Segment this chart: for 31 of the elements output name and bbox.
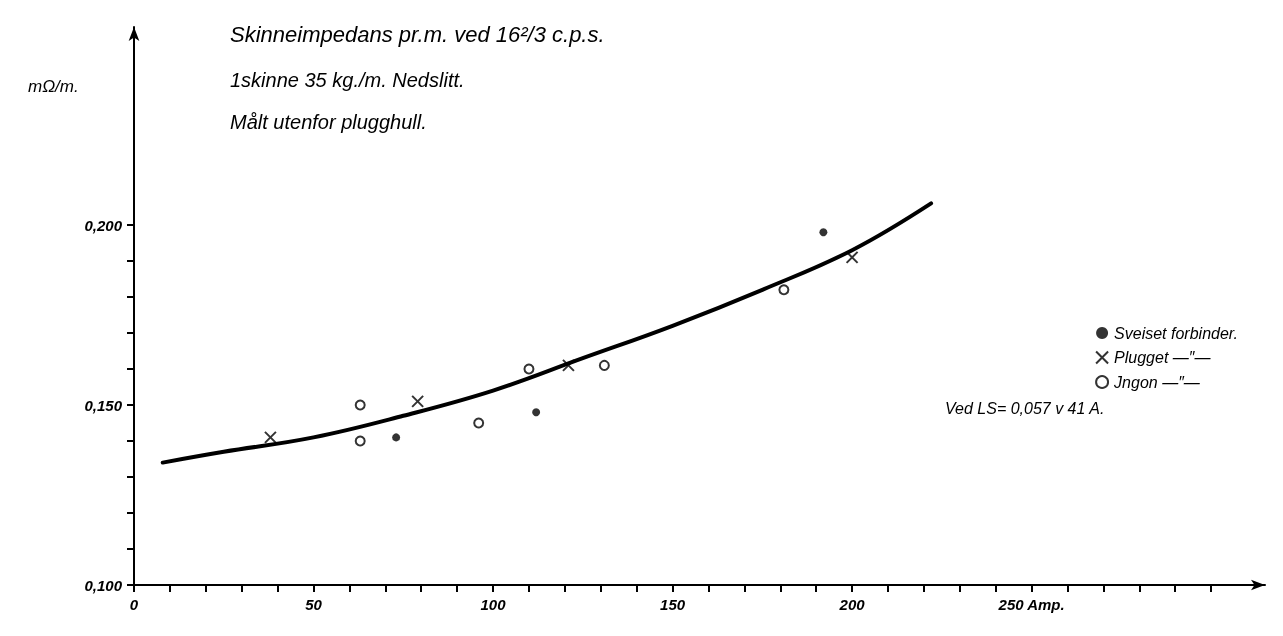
point [845,250,859,264]
x-tick-label: 0 [129,596,139,613]
annotation: Ved LS= 0,057 v 41 A. [945,399,1105,417]
y-tick-label: 0,150 [84,396,123,414]
point [778,284,790,296]
point [411,394,425,408]
point [263,430,277,444]
point [598,359,610,371]
point [532,408,541,417]
x-tick-label: 50 [305,596,323,613]
point [819,228,828,237]
x-tick-label: 250 Amp. [997,596,1065,613]
point [354,399,366,411]
legend-label: Jngon —″— [1113,373,1201,391]
y-tick-label: 0,200 [84,216,123,234]
y-axis-title: mΩ/m. [28,77,79,96]
point [354,435,366,447]
point [561,358,575,372]
x-tick-label: 200 [838,596,866,613]
line-series [160,201,934,465]
point [392,433,401,442]
y-tick-label: 0,100 [84,576,123,594]
chart-title: Skinneimpedans pr.m. ved 16²/3 c.p.s. [230,21,605,47]
legend-label: Plugget —″— [1114,349,1212,366]
x-tick-label: 150 [660,596,686,613]
annotation: Målt utenfor plugghull. [230,111,427,133]
point [473,417,485,429]
text: 1skinne 35 kg./m. Nedslitt. [230,69,465,91]
point [523,363,535,375]
legend-label: Sveiset forbinder. [1114,324,1239,342]
x-tick-label: 100 [480,596,507,613]
